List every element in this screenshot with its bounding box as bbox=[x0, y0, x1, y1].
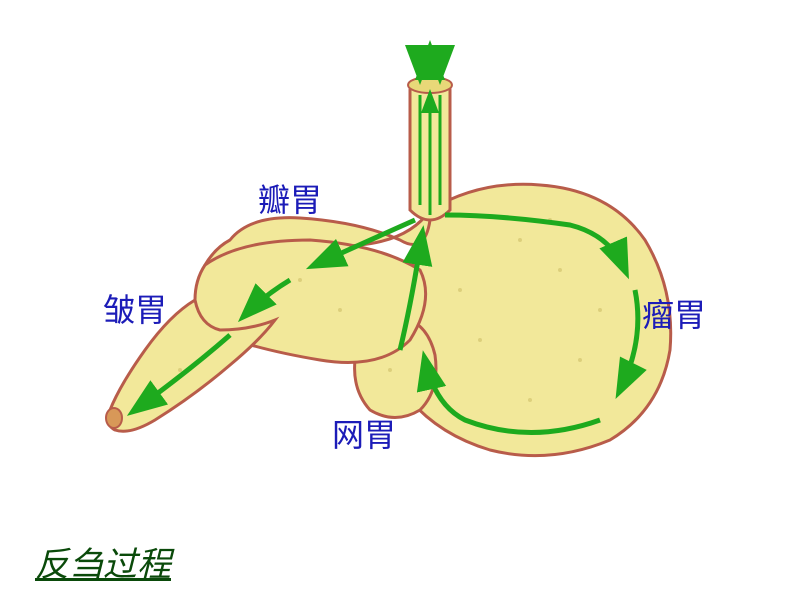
stomach-diagram bbox=[100, 40, 700, 500]
label-omasum: 瓣胃 bbox=[258, 175, 322, 221]
abomasum-exit bbox=[106, 408, 122, 428]
diagram-title: 反刍过程 bbox=[35, 537, 171, 586]
label-rumen: 瘤胃 bbox=[642, 290, 706, 336]
esophagus-opening bbox=[408, 77, 452, 93]
rumen-shape bbox=[394, 184, 671, 455]
label-abomasum: 皱胃 bbox=[103, 285, 167, 331]
stomach-svg bbox=[100, 40, 700, 500]
label-reticulum: 网胃 bbox=[332, 410, 396, 456]
